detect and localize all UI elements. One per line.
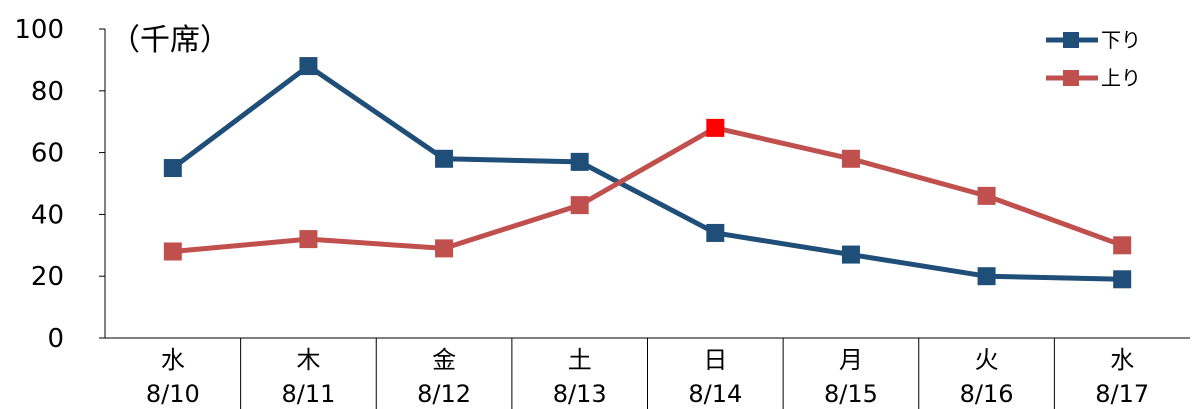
y-tick-label: 40 xyxy=(31,200,64,230)
x-category-day: 火 xyxy=(975,346,999,374)
data-point xyxy=(163,159,182,178)
y-tick-label: 80 xyxy=(31,77,64,107)
x-category-date: 8/17 xyxy=(1095,380,1149,408)
chart-axes xyxy=(104,29,1190,339)
series-1 xyxy=(163,57,1132,289)
data-point xyxy=(570,152,589,171)
data-point xyxy=(977,267,996,286)
data-point xyxy=(435,239,454,258)
legend-marker xyxy=(1063,70,1079,86)
legend-label: 上り xyxy=(1101,66,1141,90)
data-point xyxy=(706,223,725,242)
x-category-day: 土 xyxy=(568,346,592,374)
x-category-date: 8/10 xyxy=(146,380,200,408)
x-category-day: 水 xyxy=(161,346,185,374)
legend-marker xyxy=(1063,32,1079,48)
series-line xyxy=(172,125,1124,254)
legend-label: 下り xyxy=(1101,28,1141,52)
data-series xyxy=(163,57,1132,289)
data-point xyxy=(1113,270,1132,289)
x-category-date: 8/16 xyxy=(960,380,1014,408)
data-point xyxy=(299,230,318,249)
x-category-day: 木 xyxy=(296,346,320,374)
x-category-date: 8/13 xyxy=(553,380,607,408)
y-tick-label: 20 xyxy=(31,262,64,292)
y-axis-ticks: 0 20 40 60 80 100 xyxy=(14,15,105,354)
y-tick-label: 60 xyxy=(31,139,64,169)
data-point xyxy=(841,149,860,168)
data-point xyxy=(435,149,454,168)
x-category-date: 8/12 xyxy=(417,380,471,408)
unit-label: （千席） xyxy=(110,23,230,58)
x-category-day: 水 xyxy=(1110,346,1134,374)
data-point xyxy=(841,245,860,264)
x-category-day: 日 xyxy=(703,346,727,374)
x-category-day: 月 xyxy=(839,346,863,374)
x-category-date: 8/14 xyxy=(688,380,742,408)
y-tick-label: 0 xyxy=(47,324,64,354)
data-point xyxy=(1113,236,1132,255)
data-point xyxy=(706,118,725,137)
x-category-day: 金 xyxy=(432,346,456,374)
data-point xyxy=(570,196,589,215)
data-point xyxy=(299,57,318,76)
x-category-date: 8/15 xyxy=(824,380,878,408)
data-point xyxy=(163,242,182,261)
x-axis-categories: 水 8/10 木 8/11 金 8/12 土 8/13 日 8/14 月 8/15 火 8/16 水 8/17 xyxy=(146,338,1149,409)
series-line xyxy=(171,63,1123,282)
data-point xyxy=(977,186,996,205)
series-2 xyxy=(163,118,1132,261)
x-category-date: 8/11 xyxy=(281,380,335,408)
y-tick-label: 100 xyxy=(14,15,64,45)
